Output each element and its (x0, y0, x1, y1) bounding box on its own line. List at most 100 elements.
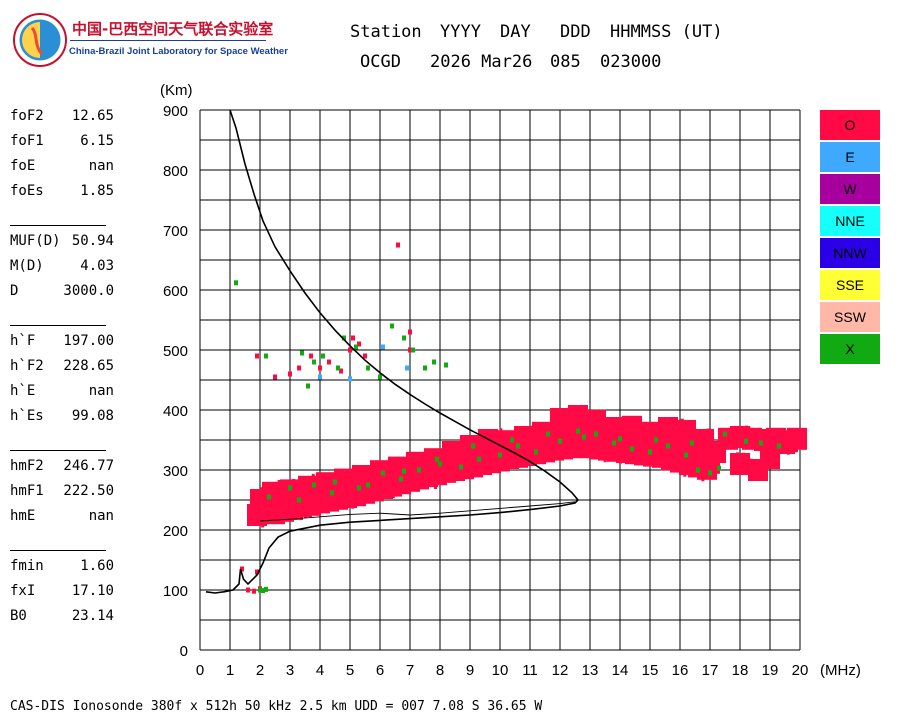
x-tick-label: 2 (256, 662, 264, 679)
echo-point (330, 490, 334, 496)
echo-point (325, 481, 329, 490)
echo-point (264, 586, 268, 592)
param-divider (10, 550, 106, 551)
header-value-station: OCGD (360, 52, 401, 72)
profile-trace (205, 109, 580, 594)
axis-ticks: 0 1 2 3 4 5 6 7 8 9 10 11 12 13 14 15 16 17 18 19 2001002003… (163, 103, 808, 679)
echo-point (523, 437, 527, 446)
echo-point (568, 405, 588, 427)
echo-point (306, 383, 310, 389)
header-value-time: 023000 (600, 52, 662, 72)
echo-point (558, 438, 562, 444)
param-value: 12.65 (71, 108, 114, 124)
echo-point (648, 449, 652, 455)
echo-point (707, 457, 711, 466)
param-name: foF2 (10, 108, 44, 124)
param-value: 1.85 (80, 183, 114, 199)
echo-point (381, 470, 385, 476)
echo-point (444, 362, 448, 368)
param-name: hmE (10, 508, 36, 524)
param-value: 23.14 (71, 608, 114, 624)
echo-point (252, 588, 256, 594)
echo-point (777, 443, 781, 449)
echo-point (510, 437, 514, 443)
echo-point (445, 466, 449, 475)
echo-point (396, 468, 400, 477)
echo-point (287, 480, 291, 489)
echo-point (288, 485, 292, 491)
x-tick-label: 11 (522, 662, 538, 679)
header-label-station: Station (350, 22, 422, 42)
echo-point (366, 365, 370, 371)
echo-point (334, 494, 338, 503)
echo-point (717, 465, 721, 471)
virtual-height-trace (259, 501, 576, 522)
echo-point (723, 431, 727, 437)
echo-point (553, 449, 557, 458)
instrument-footer: CAS-DIS Ionosonde 380f x 512h 50 kHz 2.5… (10, 699, 543, 714)
x-tick-label: 7 (406, 662, 414, 679)
echo-point (344, 489, 348, 498)
param-name: h`F (10, 333, 36, 349)
echo-point (661, 452, 665, 461)
param-value: 6.15 (80, 133, 114, 149)
param-name: fmin (10, 558, 44, 574)
echo-point (300, 497, 304, 506)
echo-point (255, 569, 259, 575)
echo-point (759, 440, 763, 446)
param-divider (10, 325, 106, 326)
param-value: nan (88, 158, 114, 174)
echo-point (261, 496, 265, 505)
x-tick-label: 18 (732, 662, 749, 679)
echo-point (331, 478, 335, 487)
echo-point (690, 440, 694, 446)
echo-point (601, 428, 605, 437)
param-row: foF1 6.15 (10, 133, 114, 153)
echo-point (798, 440, 802, 449)
echo-point (663, 428, 667, 437)
param-row: h`F2 228.65 (10, 358, 114, 378)
echo-point (736, 457, 740, 466)
param-name: D (10, 283, 19, 299)
echo-point (271, 515, 275, 524)
echo-point (755, 468, 759, 477)
echo-point (247, 517, 251, 526)
legend-item-x: X (820, 334, 880, 364)
param-value: 99.08 (71, 408, 114, 424)
header-label-year: YYYY (440, 22, 481, 42)
param-name: fxI (10, 583, 36, 599)
echo-point (735, 435, 739, 444)
header-label-time: HHMMSS (UT) (610, 22, 723, 42)
echo-point (765, 460, 769, 469)
echo-point (730, 453, 750, 475)
echo-point (292, 478, 296, 487)
header-value-date: 2026 Mar26 (430, 52, 533, 72)
echo-point (569, 411, 573, 420)
echo-point (565, 432, 569, 441)
echo-point (389, 477, 393, 486)
echo-point (658, 439, 662, 448)
echo-point (683, 468, 687, 477)
echo-point (573, 410, 577, 419)
echo-point (375, 486, 379, 495)
echo-point (692, 451, 696, 460)
echo-point (471, 443, 475, 449)
echo-point (303, 508, 307, 517)
x-tick-label: 9 (466, 662, 474, 679)
globe-icon (13, 13, 67, 67)
echo-point (261, 519, 265, 528)
echo-point (492, 442, 496, 451)
echo-point (617, 418, 621, 427)
echo-point (352, 480, 356, 489)
echo-point (689, 450, 693, 459)
echo-point (333, 479, 337, 485)
echo-point (432, 454, 436, 463)
y-tick-label: 100 (163, 583, 188, 600)
echo-point (438, 461, 442, 467)
echo-point (708, 470, 712, 476)
profile-traces (205, 109, 580, 594)
echo-point (658, 430, 662, 439)
y-tick-label: 700 (163, 223, 188, 240)
echo-point (482, 461, 486, 470)
echo-point (324, 474, 328, 483)
